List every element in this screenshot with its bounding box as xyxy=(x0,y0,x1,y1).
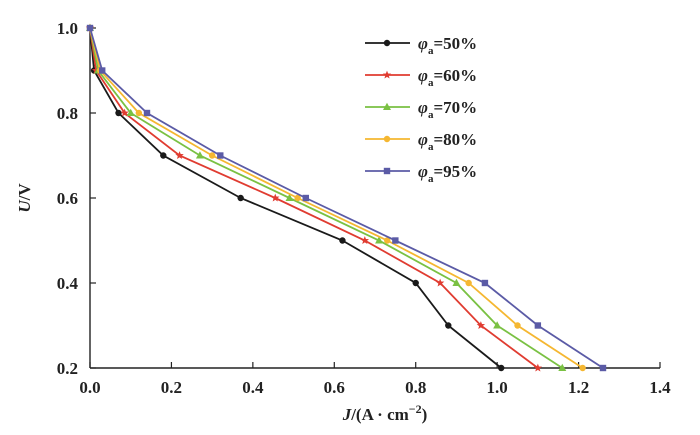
data-point xyxy=(514,322,521,329)
data-point xyxy=(339,237,346,244)
data-point xyxy=(302,194,309,202)
data-point xyxy=(493,321,502,329)
legend-swatch-marker xyxy=(383,102,391,110)
y-axis-title: U/V xyxy=(15,183,34,213)
axes: 0.0 0.2 0.4 0.6 0.8 1.0 1.2 1.40.20.40.60.81.0J… xyxy=(15,19,671,424)
data-point xyxy=(143,109,151,117)
legend-swatch-marker xyxy=(383,39,391,47)
data-point xyxy=(135,109,143,117)
data-point xyxy=(175,151,184,160)
series-line xyxy=(89,27,584,369)
data-point xyxy=(481,279,489,287)
x-tick-label: 1.2 xyxy=(568,378,589,397)
legend-label: φa=80% xyxy=(418,130,477,153)
legend-swatch-marker xyxy=(382,70,392,79)
data-point xyxy=(217,152,224,159)
x-tick-label: 1.0 xyxy=(487,378,508,397)
data-point xyxy=(208,152,216,159)
data-point xyxy=(86,24,94,32)
data-point xyxy=(160,152,167,159)
data-point xyxy=(195,151,204,159)
legend-entry: φa=50% xyxy=(365,34,477,57)
data-point xyxy=(599,364,607,372)
data-point xyxy=(392,237,399,244)
y-tick-label: 1.0 xyxy=(57,19,78,38)
legend-label: φa=50% xyxy=(418,34,477,57)
series-3 xyxy=(86,23,567,371)
data-point xyxy=(360,236,370,245)
series-line xyxy=(89,27,604,369)
series-line xyxy=(89,27,563,369)
data-point xyxy=(445,322,452,329)
series-layer xyxy=(85,23,607,372)
data-point xyxy=(533,363,543,372)
x-tick-label: 0.4 xyxy=(242,378,264,397)
data-point xyxy=(375,236,384,244)
legend-entry: φa=80% xyxy=(365,130,477,153)
data-point xyxy=(579,364,586,372)
data-point xyxy=(534,322,542,329)
legend-swatch-marker xyxy=(383,167,391,175)
data-point xyxy=(271,193,280,202)
legend-swatch-marker xyxy=(383,135,391,143)
data-point xyxy=(498,364,505,372)
x-tick-label: 0.2 xyxy=(161,378,182,397)
data-point xyxy=(435,278,445,287)
x-axis-title: J/(A · cm−2) xyxy=(342,402,428,424)
legend-label: φa=95% xyxy=(418,162,477,185)
data-point xyxy=(558,363,567,371)
y-tick-label: 0.4 xyxy=(57,274,79,293)
legend-entry: φa=95% xyxy=(365,162,477,185)
series-4 xyxy=(86,24,586,372)
x-tick-label: 0.0 xyxy=(79,378,100,397)
data-point xyxy=(115,109,122,117)
data-point xyxy=(285,193,294,201)
data-point xyxy=(237,194,244,202)
x-tick-label: 0.8 xyxy=(405,378,426,397)
data-point xyxy=(99,67,106,74)
legend-label: φa=60% xyxy=(418,66,477,89)
series-5 xyxy=(86,24,607,372)
y-tick-label: 0.8 xyxy=(57,104,78,123)
legend-entry: φa=60% xyxy=(365,66,477,89)
data-point xyxy=(126,108,135,116)
data-point xyxy=(452,278,461,286)
data-point xyxy=(412,279,419,287)
data-point xyxy=(465,279,472,287)
data-point xyxy=(120,108,129,117)
data-point xyxy=(294,194,301,202)
data-point xyxy=(384,237,391,244)
legend-label: φa=70% xyxy=(418,98,477,121)
legend-entry: φa=70% xyxy=(365,98,477,121)
y-tick-label: 0.2 xyxy=(57,359,78,378)
data-point xyxy=(476,321,486,330)
x-tick-label: 0.6 xyxy=(324,378,345,397)
x-tick-label: 1.4 xyxy=(649,378,671,397)
y-tick-label: 0.6 xyxy=(57,189,78,208)
legend: φa=50% φa=60% φa=70% φa=80% φa=95% xyxy=(365,34,477,185)
